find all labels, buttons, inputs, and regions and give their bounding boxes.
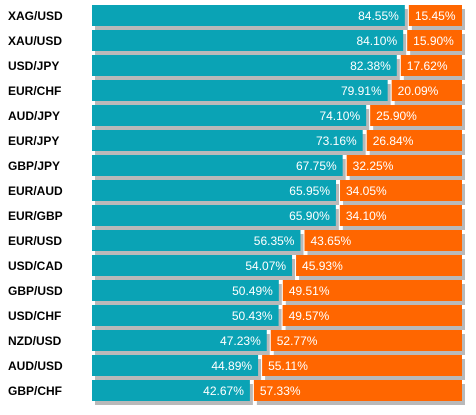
bar-series-1: [92, 130, 363, 151]
category-label: GBP/JPY: [8, 159, 60, 173]
data-label-series-2: 15.90%: [413, 34, 454, 48]
category-label: EUR/GBP: [8, 209, 63, 223]
bar-series-1: [92, 180, 337, 201]
data-label-series-2: 43.65%: [310, 234, 351, 248]
data-label-series-2: 57.33%: [260, 384, 301, 398]
bar-series-1: [92, 380, 250, 401]
bar-series-2: [407, 30, 462, 51]
data-label-series-1: 65.90%: [289, 209, 330, 223]
data-label-series-2: 34.05%: [346, 184, 387, 198]
data-label-series-2: 26.84%: [373, 134, 414, 148]
category-label: XAG/USD: [8, 9, 63, 23]
bar-series-1: [92, 355, 259, 376]
category-label: USD/JPY: [8, 59, 59, 73]
data-label-series-2: 45.93%: [302, 259, 343, 273]
data-label-series-2: 32.25%: [353, 159, 394, 173]
bar-series-2: [270, 330, 462, 351]
bar-series-2: [253, 380, 462, 401]
category-label: GBP/USD: [8, 284, 63, 298]
data-label-series-1: 56.35%: [254, 234, 295, 248]
bar-series-2: [346, 155, 462, 176]
bar-series-2: [282, 280, 462, 301]
category-label: AUD/USD: [8, 359, 63, 373]
data-label-series-1: 74.10%: [319, 109, 360, 123]
category-label: USD/CHF: [8, 309, 61, 323]
data-label-series-1: 82.38%: [350, 59, 391, 73]
bar-series-2: [304, 230, 462, 251]
bar-series-1: [92, 80, 388, 101]
data-label-series-2: 52.77%: [277, 334, 318, 348]
bar-series-1: [92, 155, 343, 176]
data-label-series-2: 25.90%: [376, 109, 417, 123]
bar-series-2: [282, 305, 462, 326]
data-label-series-2: 15.45%: [415, 9, 456, 23]
data-label-series-2: 55.11%: [268, 359, 308, 373]
bar-series-1: [92, 255, 293, 276]
data-label-series-1: 42.67%: [203, 384, 244, 398]
bar-series-2: [340, 180, 462, 201]
data-label-series-2: 34.10%: [346, 209, 387, 223]
bar-series-1: [92, 5, 405, 26]
data-label-series-1: 84.55%: [358, 9, 399, 23]
data-label-series-1: 44.89%: [211, 359, 252, 373]
category-label: USD/CAD: [8, 259, 63, 273]
bar-series-1: [92, 105, 367, 126]
bar-series-1: [92, 330, 267, 351]
bar-series-2: [366, 130, 462, 151]
category-label: EUR/CHF: [8, 84, 61, 98]
data-label-series-1: 50.43%: [232, 309, 273, 323]
data-label-series-2: 49.51%: [289, 284, 330, 298]
data-label-series-2: 17.62%: [407, 59, 448, 73]
category-label: XAU/USD: [8, 34, 62, 48]
data-label-series-1: 67.75%: [296, 159, 337, 173]
bar-series-1: [92, 280, 279, 301]
category-label: GBP/CHF: [8, 384, 62, 398]
bar-series-1: [92, 305, 279, 326]
bar-series-2: [296, 255, 462, 276]
category-label: EUR/JPY: [8, 134, 59, 148]
bar-series-2: [370, 105, 462, 126]
bar-series-2: [408, 5, 462, 26]
data-label-series-1: 73.16%: [316, 134, 357, 148]
bar-series-2: [339, 205, 462, 226]
data-label-series-1: 65.95%: [289, 184, 330, 198]
bar-series-1: [92, 205, 336, 226]
data-label-series-1: 50.49%: [232, 284, 273, 298]
category-label: EUR/USD: [8, 234, 62, 248]
category-label: AUD/JPY: [8, 109, 60, 123]
data-label-series-2: 49.57%: [289, 309, 330, 323]
data-label-series-2: 20.09%: [398, 84, 439, 98]
bar-series-1: [92, 30, 404, 51]
data-label-series-1: 54.07%: [245, 259, 286, 273]
bar-series-2: [391, 80, 462, 101]
bar-series-2: [400, 55, 462, 76]
data-label-series-1: 79.91%: [341, 84, 382, 98]
category-label: EUR/AUD: [8, 184, 63, 198]
bar-series-1: [92, 230, 301, 251]
bar-series-2: [262, 355, 462, 376]
data-label-series-1: 47.23%: [220, 334, 261, 348]
bar-series-1: [92, 55, 397, 76]
data-label-series-1: 84.10%: [356, 34, 397, 48]
category-label: NZD/USD: [8, 334, 62, 348]
